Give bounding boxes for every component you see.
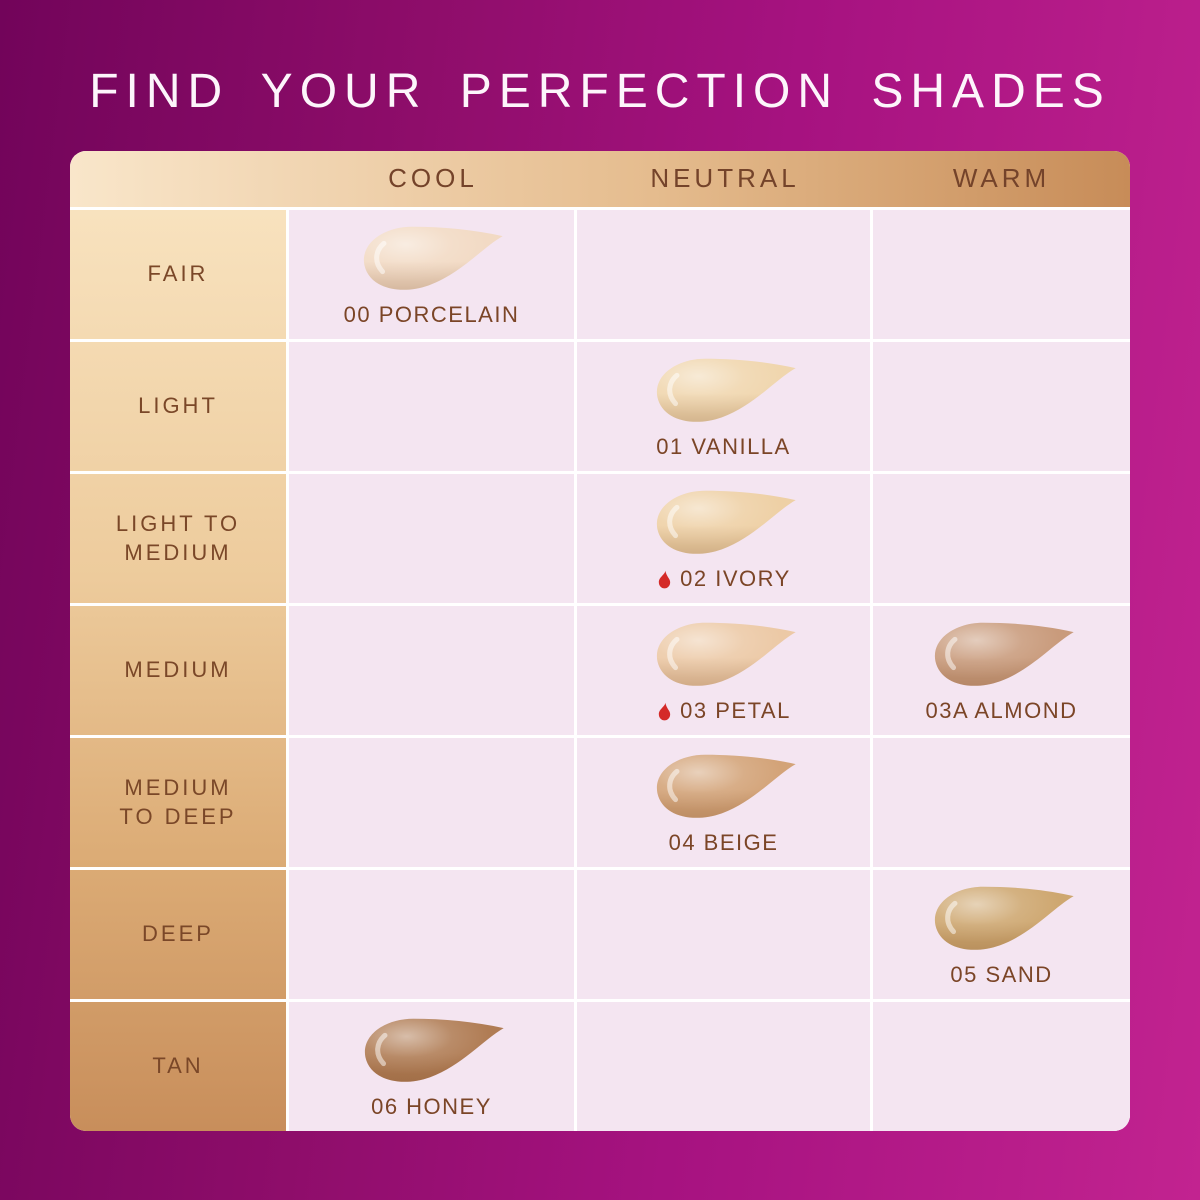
cell-medium-cool — [289, 605, 574, 735]
cell-light-to-medium-warm — [873, 473, 1130, 603]
shade-name: 00 PORCELAIN — [343, 302, 520, 328]
cell-medium-to-deep-cool — [289, 737, 574, 867]
table-body: FAIR LIGHT LIGHT TO MEDIUM MEDIUM MEDIUM T… — [70, 209, 1130, 1131]
column-neutral: 01 VANILLA 02 IVORY — [577, 209, 870, 1131]
row-label-medium: MEDIUM — [70, 602, 286, 735]
cell-light-cool — [289, 341, 574, 471]
row-label-tan: TAN — [70, 998, 286, 1131]
shade-name: 01 VANILLA — [656, 434, 791, 460]
swatch-00-porcelain: 00 PORCELAIN — [344, 220, 520, 328]
cell-medium-to-deep-warm — [873, 737, 1130, 867]
column-header-cool: COOL — [388, 163, 478, 194]
row-label-light-to-medium: LIGHT TO MEDIUM — [70, 470, 286, 603]
page-title: FIND YOUR PERFECTION SHADES — [89, 65, 1111, 118]
cell-light-neutral: 01 VANILLA — [577, 341, 870, 471]
foundation-smear-icon — [364, 1019, 504, 1083]
row-label-fair: FAIR — [147, 261, 209, 287]
cell-fair-warm — [873, 209, 1130, 339]
swatch-01-vanilla: 01 VANILLA — [648, 352, 800, 460]
swatch-05-sand: 05 SAND — [926, 880, 1078, 988]
foundation-smear-icon — [656, 623, 796, 687]
cell-fair-cool: 00 PORCELAIN — [289, 209, 574, 339]
cell-deep-neutral — [577, 869, 870, 999]
shade-name: 03A ALMOND — [925, 698, 1078, 724]
cell-tan-cool: 06 HONEY — [289, 1001, 574, 1131]
shade-name: 05 SAND — [950, 962, 1053, 988]
cell-fair-neutral — [577, 209, 870, 339]
foundation-smear-icon — [656, 359, 796, 423]
cell-deep-warm: 05 SAND — [873, 869, 1130, 999]
shade-name: 04 BEIGE — [668, 830, 779, 856]
cell-medium-to-deep-neutral: 04 BEIGE — [577, 737, 870, 867]
cell-tan-warm — [873, 1001, 1130, 1131]
cell-light-warm — [873, 341, 1130, 471]
column-header-warm: WARM — [952, 163, 1051, 194]
cell-deep-cool — [289, 869, 574, 999]
row-label-medium-to-deep: MEDIUM TO DEEP — [70, 734, 286, 867]
cell-tan-neutral — [577, 1001, 870, 1131]
cell-light-to-medium-neutral: 02 IVORY — [577, 473, 870, 603]
cell-light-to-medium-cool — [289, 473, 574, 603]
table-header-row: COOL NEUTRAL WARM — [70, 150, 1130, 207]
foundation-smear-icon — [934, 623, 1074, 687]
row-label-column: FAIR LIGHT LIGHT TO MEDIUM MEDIUM MEDIUM T… — [70, 209, 286, 1131]
swatch-03-petal: 03 PETAL — [648, 616, 800, 724]
swatch-06-honey: 06 HONEY — [356, 1012, 508, 1120]
column-warm: 03A ALMOND — [873, 209, 1130, 1131]
row-label-deep: DEEP — [70, 866, 286, 999]
foundation-smear-icon — [656, 755, 796, 819]
shade-name: 02 IVORY — [680, 566, 791, 592]
header-spacer — [70, 151, 289, 207]
flame-icon — [659, 570, 671, 589]
row-label-light: LIGHT — [70, 338, 286, 471]
swatch-02-ivory: 02 IVORY — [648, 484, 800, 592]
shade-table: COOL NEUTRAL WARM FAIR LIGHT LIGHT TO MED… — [70, 150, 1130, 1131]
shade-name: 06 HONEY — [371, 1094, 492, 1120]
shade-name: 03 PETAL — [680, 698, 791, 724]
foundation-smear-icon — [364, 227, 504, 291]
foundation-smear-icon — [656, 491, 796, 555]
foundation-smear-icon — [934, 887, 1074, 951]
column-header-neutral: NEUTRAL — [650, 163, 800, 194]
flame-icon — [659, 702, 671, 721]
cell-medium-warm: 03A ALMOND — [873, 605, 1130, 735]
column-cool: 00 PORCELAIN — [289, 209, 574, 1131]
cell-medium-neutral: 03 PETAL — [577, 605, 870, 735]
swatch-04-beige: 04 BEIGE — [648, 748, 800, 856]
swatch-03a-almond: 03A ALMOND — [926, 616, 1078, 724]
